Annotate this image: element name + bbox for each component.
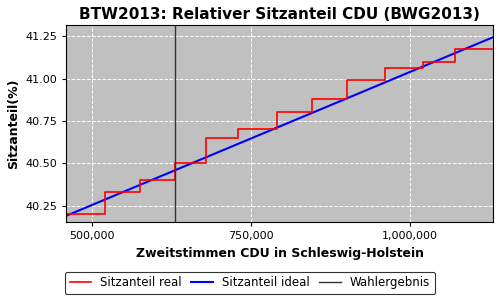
Sitzanteil real — [420, 67, 426, 70]
Sitzanteil real — [452, 47, 458, 51]
Sitzanteil real — [344, 79, 349, 82]
Sitzanteil real — [490, 47, 496, 51]
Sitzanteil real — [204, 136, 210, 140]
Sitzanteil real — [382, 67, 388, 70]
Sitzanteil real — [452, 60, 458, 64]
X-axis label: Zweitstimmen CDU in Schleswig-Holstein: Zweitstimmen CDU in Schleswig-Holstein — [136, 247, 424, 260]
Sitzanteil real — [308, 97, 314, 101]
Sitzanteil real — [64, 212, 70, 216]
Legend: Sitzanteil real, Sitzanteil ideal, Wahlergebnis: Sitzanteil real, Sitzanteil ideal, Wahle… — [65, 272, 435, 294]
Sitzanteil real — [172, 178, 177, 182]
Sitzanteil real — [308, 111, 314, 114]
Sitzanteil real — [236, 128, 242, 131]
Sitzanteil real — [102, 212, 107, 216]
Sitzanteil real — [136, 178, 142, 182]
Sitzanteil real — [274, 128, 280, 131]
Sitzanteil real — [102, 190, 107, 194]
Sitzanteil real — [136, 190, 142, 194]
Sitzanteil real — [382, 79, 388, 82]
Sitzanteil real — [420, 60, 426, 64]
Y-axis label: Sitzanteil(%): Sitzanteil(%) — [7, 78, 20, 169]
Line: Sitzanteil real: Sitzanteil real — [66, 49, 493, 214]
Sitzanteil real — [274, 111, 280, 114]
Sitzanteil real — [172, 161, 177, 165]
Sitzanteil real — [236, 136, 242, 140]
Sitzanteil real — [344, 97, 349, 101]
Title: BTW2013: Relativer Sitzanteil CDU (BWG2013): BTW2013: Relativer Sitzanteil CDU (BWG20… — [80, 7, 480, 22]
Sitzanteil real — [204, 161, 210, 165]
